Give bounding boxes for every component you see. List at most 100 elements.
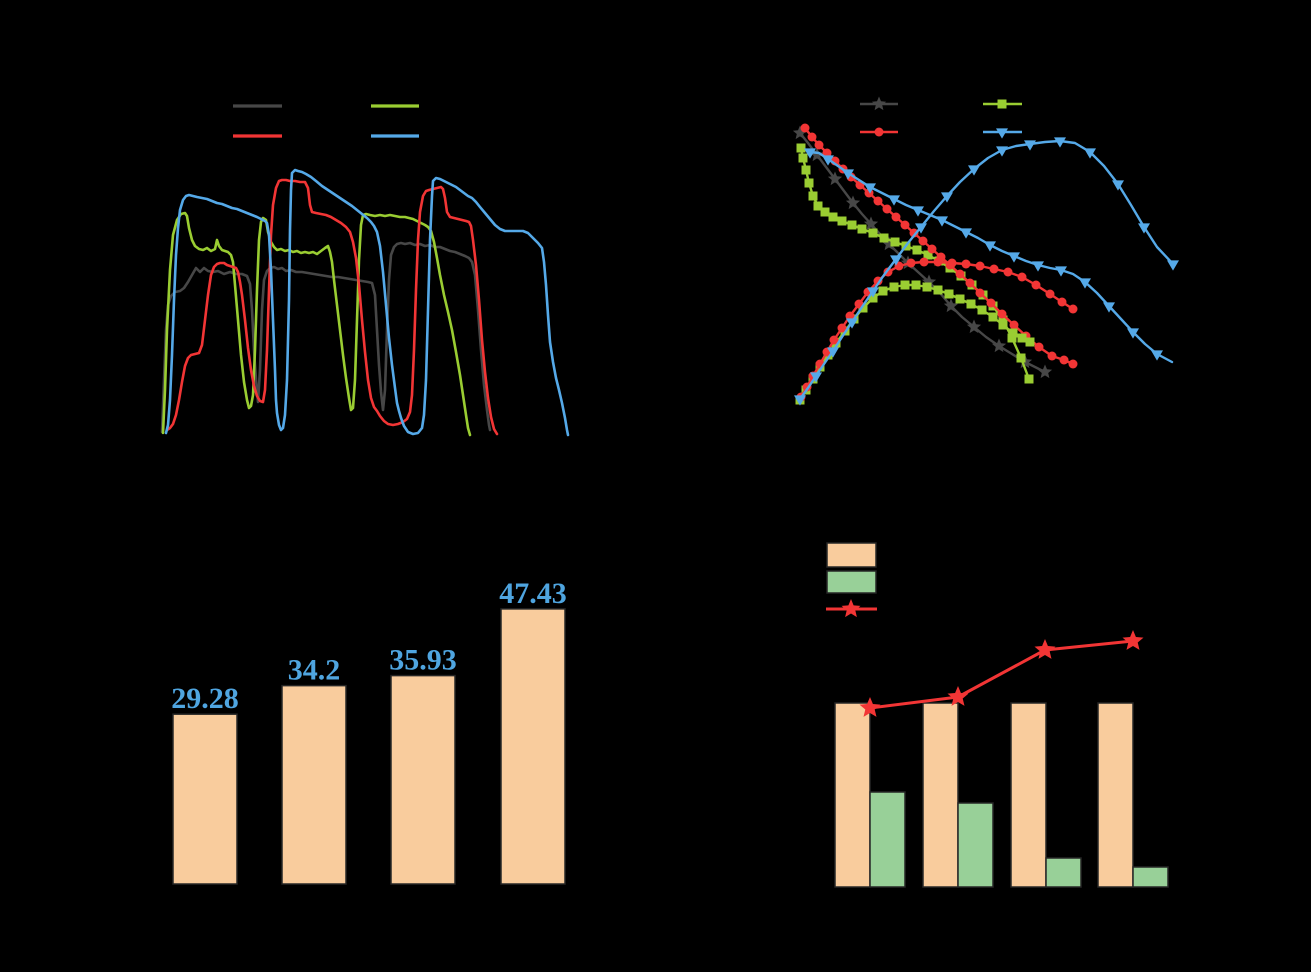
red-peak-line-marker <box>829 335 839 345</box>
green-descending-line-marker <box>998 315 1008 325</box>
blue-descending-line-marker <box>804 148 816 159</box>
red-star-trend-line-marker <box>859 697 881 717</box>
blue-peak-line-marker <box>890 255 902 266</box>
red-descending-line-marker <box>1047 351 1057 361</box>
red-peak-line-marker <box>989 264 999 274</box>
green-peak-line-marker <box>988 312 998 322</box>
gray-descending-line-marker <box>845 195 861 210</box>
blue-peak-line-marker <box>1167 260 1179 271</box>
red-peak-line-marker <box>919 257 929 267</box>
red-descending-line-marker <box>965 278 975 288</box>
red-peak-line-marker <box>961 259 971 269</box>
green-descending-line-marker <box>828 212 838 222</box>
legend-green-square-line-marker <box>997 99 1007 109</box>
green-descending-line-marker <box>808 191 818 201</box>
green-descending-line-marker <box>804 178 814 188</box>
green-descending-line-marker <box>1024 374 1034 384</box>
bar-value-label: 34.2 <box>288 654 341 687</box>
green-descending-line-marker <box>837 216 847 226</box>
blue-descending-line-marker <box>912 206 924 217</box>
green-descending-line-marker <box>1007 333 1017 343</box>
green-descending-line-marker <box>923 250 933 260</box>
red-peak-line-marker <box>975 261 985 271</box>
red-peak-line-marker <box>837 323 847 333</box>
green-bar <box>869 791 906 888</box>
green-descending-line-marker <box>801 165 811 175</box>
red-descending-line-marker <box>1059 355 1069 365</box>
chart-bottom-left: 29.28 34.2 35.93 47.43 <box>171 577 567 885</box>
blue-peak-line-marker <box>1084 148 1096 159</box>
orange-bar <box>1010 702 1047 888</box>
gray-descending-line-marker <box>991 338 1007 353</box>
blue-descending-line-marker <box>888 195 900 206</box>
blue-peak-line-marker <box>1138 223 1150 234</box>
green-descending-line-marker <box>1016 353 1026 363</box>
blue-descending-line-marker <box>1055 266 1067 277</box>
blue-descending-line-marker <box>822 155 834 166</box>
green-descending-line-marker <box>798 153 808 163</box>
red-star-trend-line-marker <box>1034 639 1056 659</box>
red-cycles-line <box>165 178 499 436</box>
value-bar <box>281 684 347 885</box>
blue-descending-line-marker <box>1151 350 1163 361</box>
red-peak-line-marker <box>845 311 855 321</box>
gray-descending-line-marker <box>809 147 825 162</box>
red-descending-line-marker <box>986 298 996 308</box>
chart-top-left <box>160 104 570 437</box>
green-peak-line-marker <box>944 289 954 299</box>
chart-bottom-right <box>826 542 1169 888</box>
blue-peak-line-marker <box>1024 140 1036 151</box>
green-bar <box>957 802 994 888</box>
red-descending-line-marker <box>955 269 965 279</box>
bar-value-label: 47.43 <box>499 577 567 610</box>
green-peak-line-marker <box>1008 328 1018 338</box>
red-descending-line-marker <box>918 236 928 246</box>
blue-cycles-line <box>164 168 570 437</box>
red-star-trend-line-marker <box>1122 630 1144 650</box>
legend-red-star-line-marker <box>841 599 861 618</box>
red-peak-line-marker <box>906 258 916 268</box>
green-peak-line-marker <box>1017 333 1027 343</box>
blue-peak-line <box>798 139 1175 401</box>
gray-descending-line-marker <box>792 125 808 140</box>
red-peak-line-marker <box>1017 272 1027 282</box>
red-descending-line-marker <box>891 212 901 222</box>
blue-descending-line-marker <box>960 228 972 239</box>
red-descending-line-marker <box>822 148 832 158</box>
blue-peak-line-marker <box>794 395 806 406</box>
green-peak-line-marker <box>966 299 976 309</box>
red-descending-line-marker <box>807 132 817 142</box>
red-star-trend-line <box>868 639 1135 710</box>
red-descending-line-marker <box>873 196 883 206</box>
gray-descending-line-marker <box>966 319 982 334</box>
legend-red-circle-line-marker <box>874 127 884 137</box>
blue-peak-line-marker <box>1054 137 1066 148</box>
green-descending-line-marker <box>796 143 806 153</box>
green-peak-line-marker <box>889 282 899 292</box>
orange-bar <box>1097 702 1134 888</box>
gray-descending-line-marker <box>1037 364 1053 379</box>
green-descending-line-marker <box>868 228 878 238</box>
blue-descending-line-marker <box>984 241 996 252</box>
blue-descending-line-marker <box>1008 252 1020 263</box>
green-descending-line-marker <box>890 237 900 247</box>
red-peak-line-marker <box>1057 297 1067 307</box>
green-descending-line-marker <box>847 220 857 230</box>
green-peak-line-marker <box>868 293 878 303</box>
blue-peak-line-marker <box>1112 180 1124 191</box>
red-peak-line-marker <box>947 258 957 268</box>
legend-gray-star-line-marker <box>871 96 887 111</box>
green-descending-line-marker <box>857 224 867 234</box>
blue-peak-line-marker <box>810 372 822 383</box>
green-peak-line-marker <box>1025 337 1035 347</box>
red-peak-line-marker <box>1031 280 1041 290</box>
red-descending-line-marker <box>814 140 824 150</box>
blue-peak-line-marker <box>941 192 953 203</box>
gray-descending-line-marker <box>863 216 879 231</box>
green-peak-line-marker <box>922 282 932 292</box>
red-descending-line-marker <box>1068 359 1078 369</box>
red-peak-line-marker <box>933 257 943 267</box>
green-peak-line-marker <box>955 294 965 304</box>
red-descending-line-marker <box>975 288 985 298</box>
